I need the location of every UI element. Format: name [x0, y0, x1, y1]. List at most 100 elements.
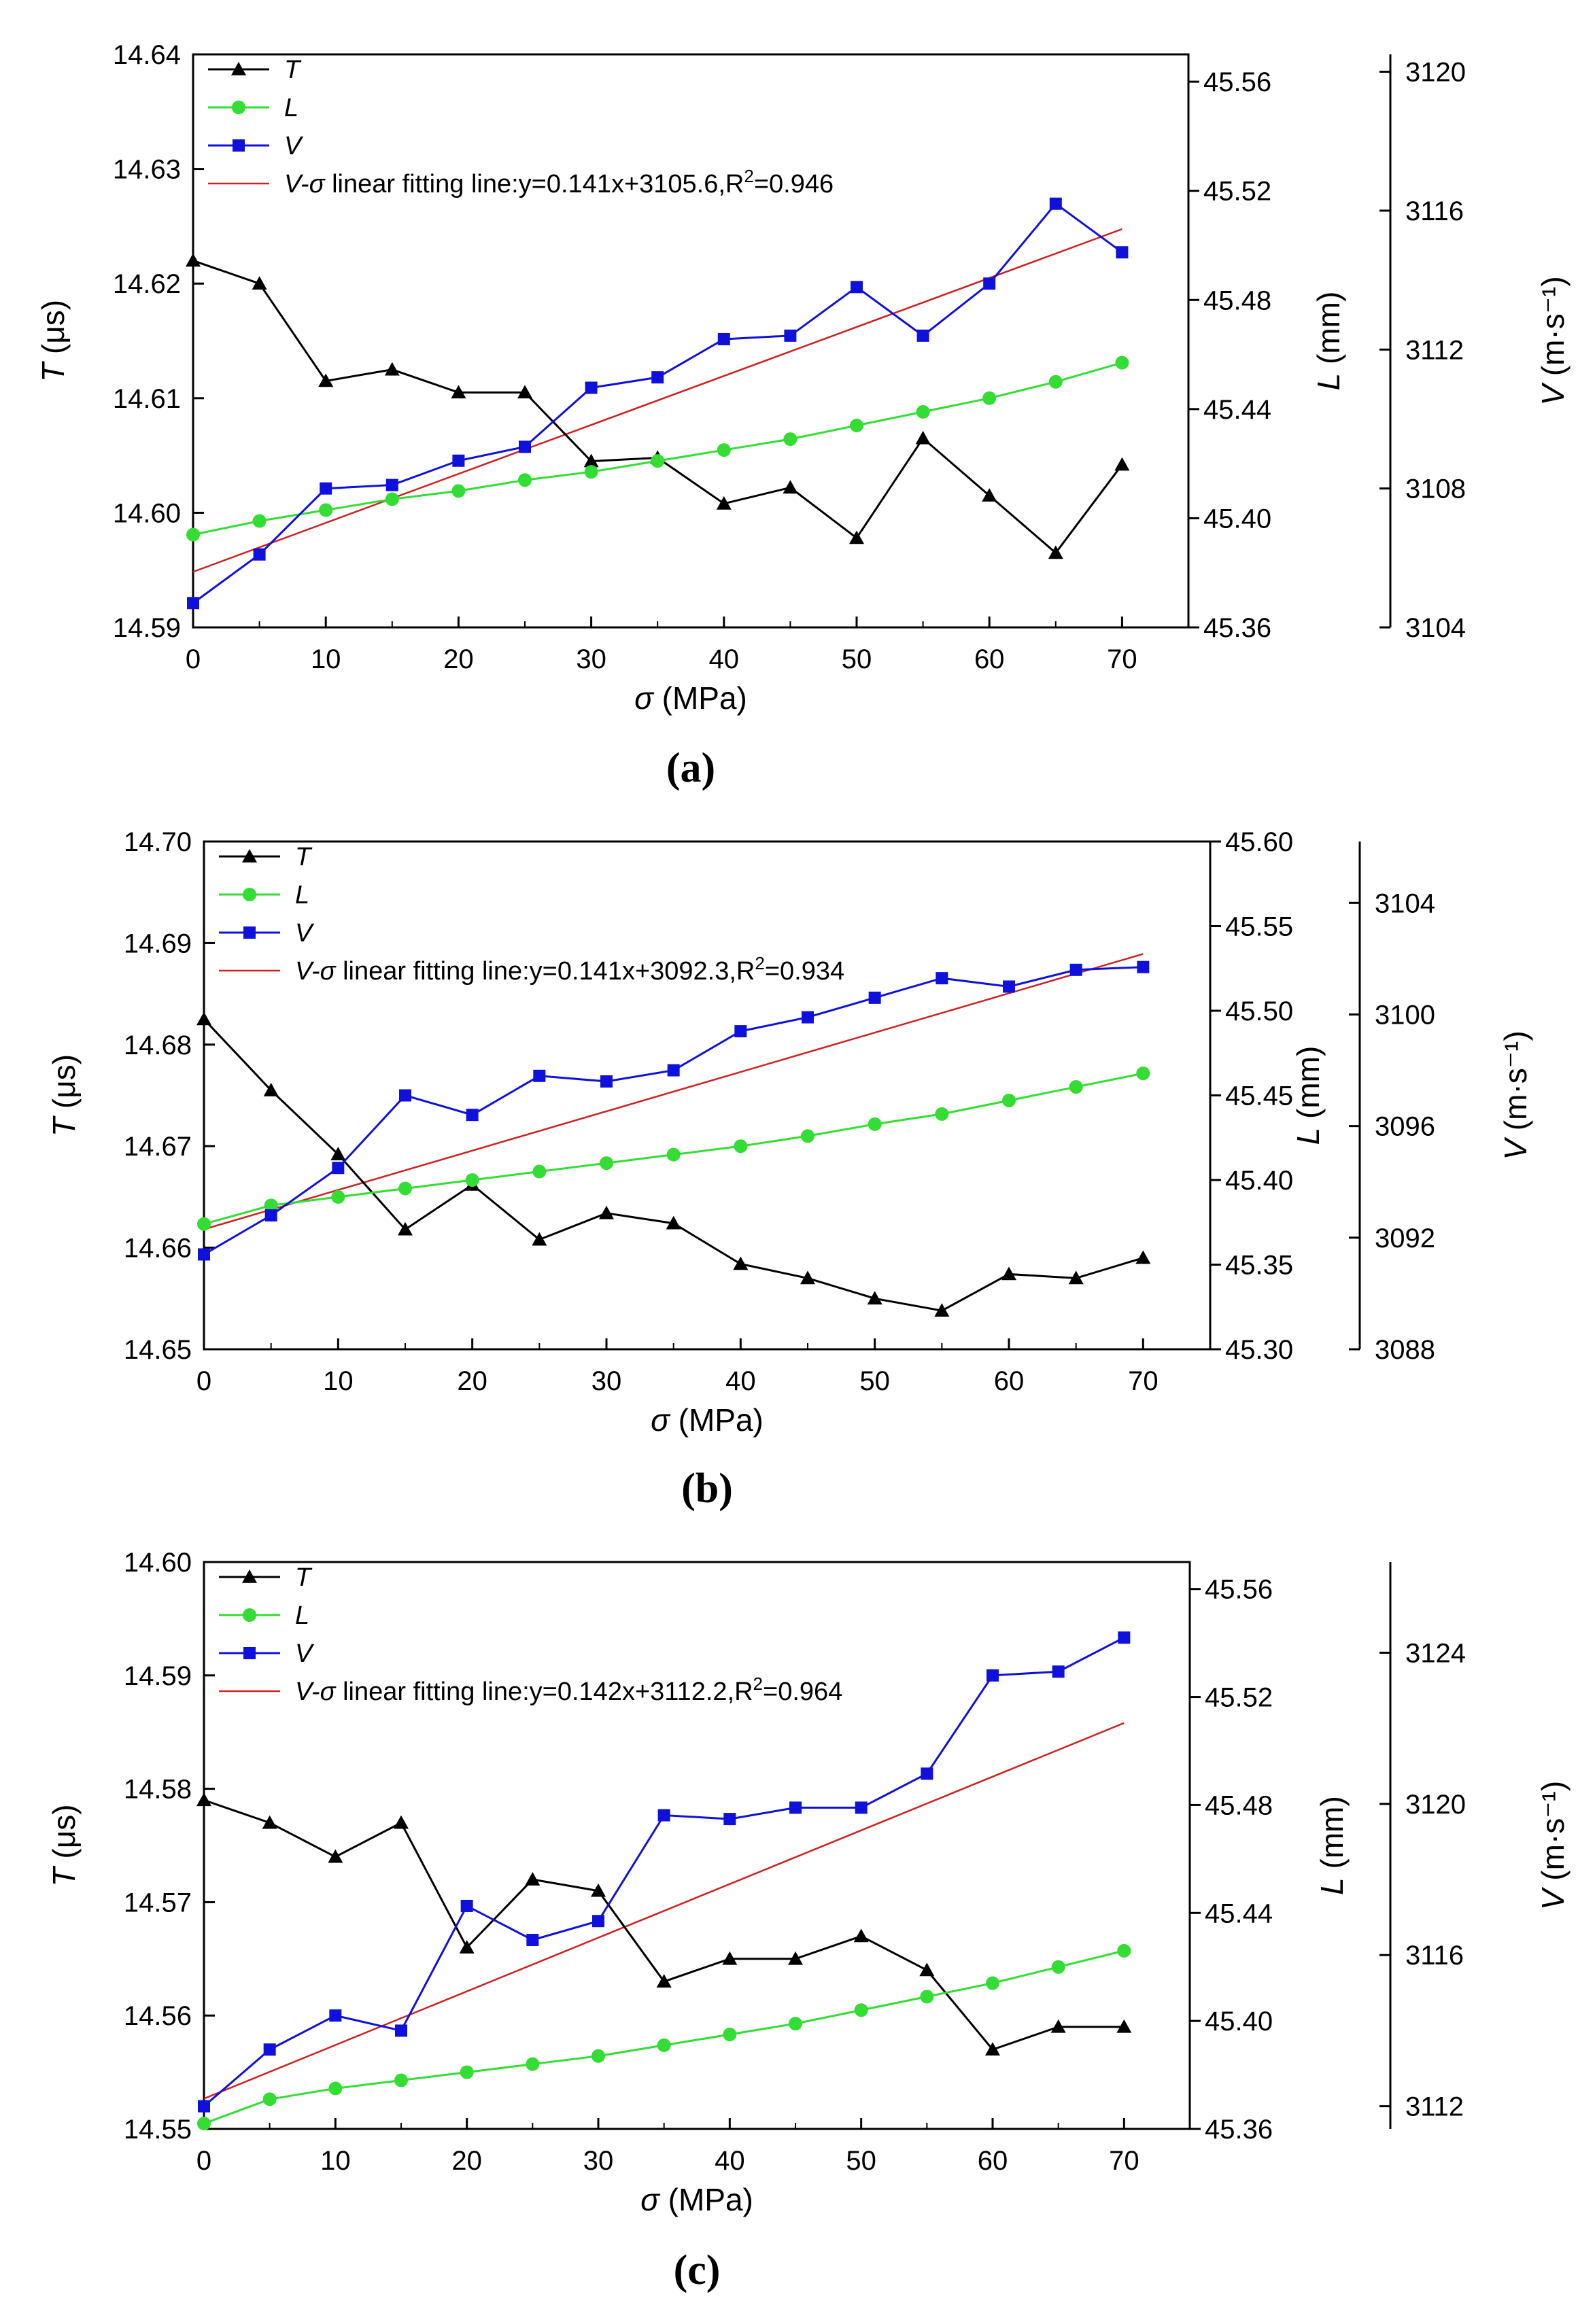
t-tick-label: 14.67: [124, 1132, 192, 1162]
series-V: [198, 1631, 1131, 2113]
t-axis-label-unit: (μs): [46, 1054, 82, 1109]
legend: TLV V-σ linear fitting line:y=0.141x+3092…: [219, 843, 844, 986]
point-T: [853, 1928, 869, 1943]
t-axis-label: T (μs): [35, 300, 71, 382]
x-tick-label: 20: [443, 644, 474, 674]
v-axis-label-unit: (m·s⁻¹): [1535, 276, 1571, 376]
legend-label-V: V: [295, 1640, 315, 1668]
point-L: [398, 1181, 412, 1196]
x-tick-label: 70: [1128, 1366, 1159, 1396]
point-L: [1117, 1943, 1131, 1958]
v-axis-label-unit: (m·s⁻¹): [1535, 1781, 1571, 1881]
t-tick-label: 14.58: [124, 1775, 192, 1805]
legend-fit-var: V-σ: [295, 957, 337, 986]
l-tick-label: 45.36: [1203, 613, 1271, 643]
series-line-V: [203, 966, 1144, 1255]
t-tick-label: 14.57: [124, 1888, 192, 1918]
point-V: [784, 329, 797, 342]
point-T: [196, 1011, 211, 1026]
legend-marker-L: [243, 888, 256, 901]
x-axis-label-unit: (MPa): [662, 680, 747, 716]
legend-label-fit: V-σ linear fitting line:y=0.141x+3092.3,…: [295, 953, 844, 986]
v-tick-label: 3116: [1405, 196, 1464, 226]
point-T: [517, 385, 532, 399]
point-L: [1136, 1066, 1150, 1081]
legend-label-L: L: [295, 1601, 309, 1630]
point-L: [1051, 1960, 1065, 1974]
point-L: [394, 2073, 408, 2087]
point-V: [921, 1767, 933, 1780]
x-tick-label: 40: [709, 644, 740, 674]
x-tick-label: 40: [725, 1366, 756, 1396]
point-L: [197, 2117, 211, 2131]
point-L: [734, 1139, 748, 1154]
fit-line: [203, 953, 1144, 1230]
point-T: [398, 1221, 413, 1236]
l-tick-label: 45.40: [1225, 1166, 1293, 1196]
point-T: [1114, 457, 1130, 471]
point-L: [385, 492, 399, 506]
legend-fit-r2: =0.946: [754, 170, 834, 198]
l-tick-label: 45.45: [1225, 1081, 1293, 1111]
v-axis-label-var: V: [1498, 1137, 1533, 1160]
point-V: [916, 329, 929, 342]
x-tick-label: 60: [974, 644, 1005, 674]
x-tick-label: 10: [320, 2146, 351, 2176]
panel-label: (b): [681, 1465, 733, 1512]
point-V: [802, 1011, 814, 1024]
t-tick-label: 14.60: [124, 1548, 192, 1578]
legend-label-V: V: [295, 919, 315, 948]
point-L: [328, 2081, 343, 2096]
point-T: [525, 1872, 541, 1886]
point-V: [187, 597, 199, 610]
v-axis-label-gap: [1535, 1881, 1571, 1890]
v-tick-label: 3120: [1405, 58, 1466, 88]
point-T: [1050, 2019, 1066, 2033]
x-tick-label: 50: [842, 644, 872, 674]
x-axis-label-unit: (MPa): [679, 1402, 764, 1438]
point-V: [983, 277, 996, 290]
v-tick-label: 3088: [1375, 1335, 1435, 1365]
l-axis-label-gap: [1311, 364, 1346, 373]
point-T: [384, 362, 400, 376]
series-line-V: [203, 1636, 1125, 2107]
legend-label-T: T: [295, 843, 313, 871]
chart-2: 0 10 20 30 40 50 60 70 14.55 14.56 14.57 14.58 14.59…: [46, 1548, 1571, 2293]
legend-label-V: V: [284, 132, 304, 160]
point-L: [526, 2057, 540, 2071]
point-V: [385, 479, 398, 491]
point-L: [916, 404, 930, 419]
l-tick-label: 45.52: [1205, 1683, 1273, 1713]
t-tick-label: 14.64: [113, 40, 181, 70]
point-L: [651, 454, 665, 468]
l-tick-label: 45.60: [1225, 827, 1293, 857]
point-T: [196, 1792, 211, 1807]
point-V: [851, 281, 863, 294]
point-L: [657, 2038, 671, 2052]
point-L: [854, 2003, 868, 2017]
legend-marker-L: [232, 101, 245, 114]
plot-frame: [203, 840, 1212, 1351]
l-tick-label: 45.36: [1205, 2115, 1273, 2145]
x-axis-label: σ (MPa): [640, 2182, 753, 2217]
point-V: [585, 381, 598, 394]
legend-fit-r2: =0.934: [765, 957, 844, 986]
point-T: [318, 373, 334, 387]
l-axis-label-gap: [1290, 1119, 1326, 1128]
t-tick-label: 14.65: [124, 1335, 192, 1365]
point-V: [395, 2024, 407, 2037]
point-T: [459, 1940, 475, 1954]
x-axis-label: σ (MPa): [651, 1402, 764, 1438]
point-L: [1048, 375, 1063, 389]
point-T: [1116, 2019, 1132, 2033]
l-axis-label-unit: (mm): [1290, 1046, 1326, 1119]
point-T: [849, 530, 864, 544]
t-tick-label: 14.62: [113, 269, 181, 299]
x-tick-label: 0: [196, 1366, 211, 1396]
legend-marker-T: [231, 62, 246, 75]
x-axis-label: σ (MPa): [634, 680, 747, 716]
fit-line: [192, 228, 1122, 573]
t-axis-label-gap: [46, 1109, 82, 1117]
v-axis-label: V (m·s⁻¹): [1498, 1030, 1533, 1160]
